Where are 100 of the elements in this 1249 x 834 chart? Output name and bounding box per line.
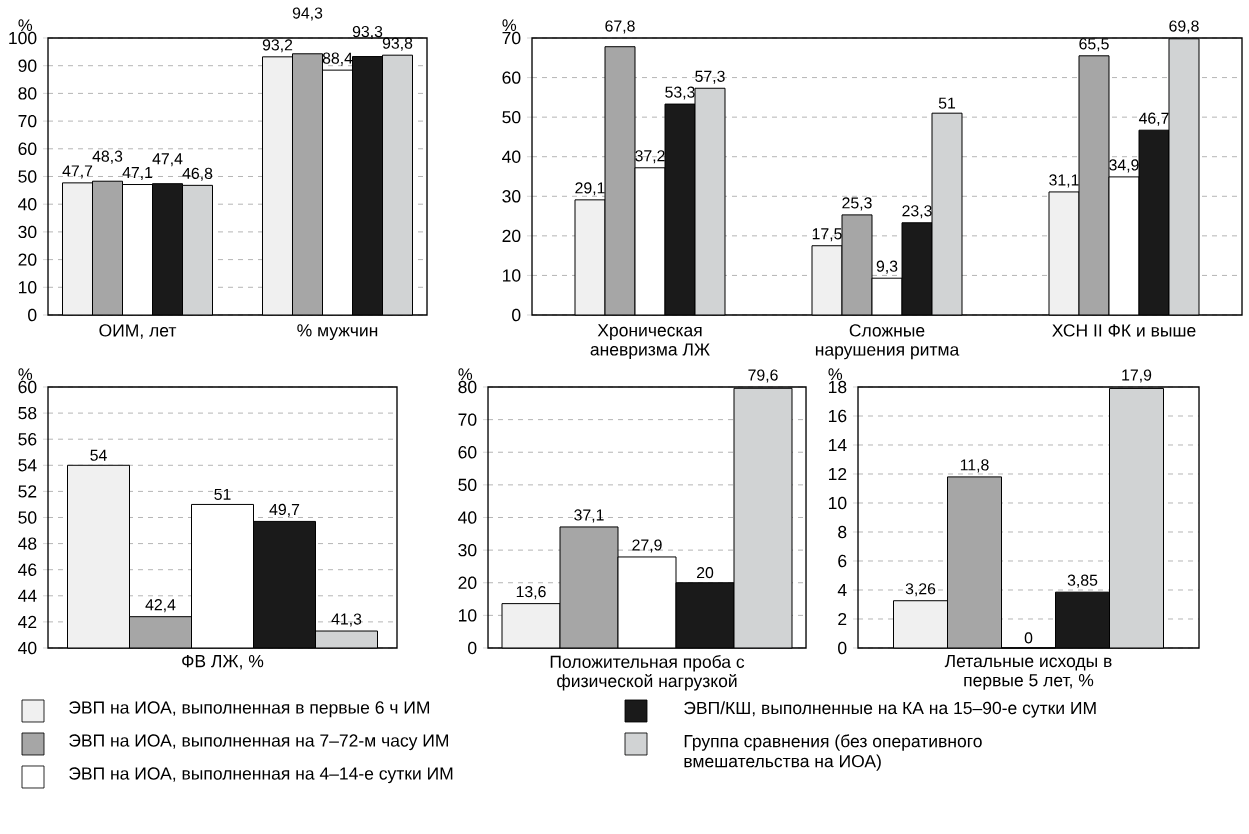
data-label: 47,7: [62, 165, 93, 179]
data-label: 11,8: [960, 459, 989, 473]
y-tick-label: 20: [18, 253, 37, 266]
y-tick-label: 16: [828, 409, 847, 423]
y-tick-label: 40: [458, 511, 477, 524]
data-label: 3,26: [905, 583, 936, 597]
y-tick-label: 18: [828, 380, 847, 394]
data-label: 37,1: [574, 509, 604, 523]
y-tick-label: 0: [468, 641, 477, 655]
data-label: 54: [90, 449, 107, 461]
x-axis-title: ФВ ЛЖ, %: [182, 655, 264, 670]
y-tick-label: 8: [838, 525, 847, 539]
y-tick-label: 70: [458, 413, 477, 426]
y-tick-label: 50: [502, 110, 521, 124]
x-tick-label: ХСН II ФК и выше: [1052, 324, 1196, 337]
y-tick-label: 10: [828, 496, 847, 510]
y-tick-label: 10: [18, 281, 37, 294]
y-tick-label: 40: [18, 641, 37, 655]
x-tick-label: ОИМ, лет: [99, 324, 177, 339]
y-tick-label: 30: [18, 225, 37, 239]
legend-label: ЭВП на ИОА, выполненная в первые 6 ч ИМ: [69, 701, 430, 718]
data-label: 20: [696, 567, 714, 579]
data-label: 37,2: [635, 150, 665, 164]
y-tick-label: 58: [18, 406, 37, 420]
data-label: 65,5: [1079, 38, 1109, 52]
y-axis-title: %: [18, 368, 33, 380]
data-label: 17,5: [812, 228, 842, 242]
data-label: 49,7: [269, 503, 300, 517]
data-label: 23,3: [902, 205, 932, 219]
y-axis-title: %: [828, 368, 843, 380]
x-axis-title: Летальные исходы в первые 5 лет, %: [944, 655, 1112, 690]
y-tick-label: 10: [458, 609, 477, 622]
y-tick-label: 48: [18, 537, 37, 550]
legend-label: ЭВП на ИОА, выполненная на 7–72-м часу ИМ: [69, 734, 448, 751]
y-tick-label: 56: [18, 433, 37, 446]
data-label: 42,4: [145, 599, 176, 613]
data-label: 25,3: [842, 197, 872, 211]
y-tick-label: 60: [18, 142, 37, 155]
y-tick-label: 100: [9, 31, 37, 45]
y-tick-label: 44: [18, 589, 37, 602]
y-tick-label: 50: [18, 170, 37, 183]
data-label: 88,4: [322, 52, 353, 66]
data-label: 51: [214, 488, 231, 500]
data-label: 13,6: [516, 586, 546, 600]
y-axis-title: %: [18, 19, 33, 31]
legend-label: Группа сравнения (без оперативного вмешательства на ИОА): [684, 734, 982, 771]
y-tick-label: 60: [18, 380, 37, 394]
y-tick-label: 0: [838, 641, 847, 655]
data-label: 48,3: [92, 150, 123, 164]
data-label: 47,4: [152, 153, 183, 167]
y-tick-label: 70: [502, 31, 521, 45]
y-tick-label: 12: [828, 467, 847, 481]
x-tick-label: Сложные нарушения ритма: [815, 324, 960, 360]
data-label: 51: [938, 97, 956, 109]
y-tick-label: 50: [18, 511, 37, 524]
data-label: 9,3: [876, 260, 898, 274]
y-tick-label: 20: [502, 229, 521, 243]
data-label: 46,7: [1138, 112, 1169, 126]
data-label: 93,2: [262, 39, 293, 53]
data-label: 17,9: [1122, 369, 1152, 383]
y-tick-label: 30: [458, 543, 477, 557]
y-tick-label: 40: [18, 198, 37, 211]
y-tick-label: 10: [502, 269, 521, 282]
y-tick-label: 54: [18, 459, 37, 472]
y-tick-label: 20: [458, 576, 477, 589]
y-tick-label: 42: [18, 615, 37, 628]
data-label: 79,6: [748, 369, 778, 383]
y-tick-label: 90: [18, 59, 37, 72]
data-label: 29,1: [575, 182, 605, 196]
y-axis-title: %: [502, 19, 517, 31]
y-tick-label: 60: [458, 446, 477, 459]
y-tick-label: 50: [458, 478, 477, 492]
legend-label: ЭВП/КШ, выполненные на КА на 15–90-е сутки ИМ: [684, 701, 1096, 718]
y-tick-label: 80: [458, 380, 477, 394]
x-axis-title: Положительная проба с физической нагрузкой: [550, 654, 745, 691]
y-tick-label: 46: [18, 563, 37, 576]
data-label: 34,9: [1109, 159, 1139, 173]
legend-label: ЭВП на ИОА, выполненная на 4–14-е сутки ИМ: [69, 767, 453, 784]
y-tick-label: 14: [828, 438, 847, 452]
data-label: 47,1: [122, 167, 153, 181]
data-label: 57,3: [695, 70, 725, 84]
y-tick-label: 2: [838, 612, 847, 626]
data-label: 31,1: [1049, 174, 1079, 188]
y-tick-label: 4: [837, 583, 847, 597]
data-label: 94,3: [292, 7, 323, 21]
data-label: 93,8: [382, 37, 413, 51]
data-label: 67,8: [605, 20, 635, 34]
y-tick-label: 52: [18, 485, 37, 498]
y-tick-label: 60: [502, 71, 521, 84]
data-label: 53,3: [665, 86, 695, 100]
data-label: 41,3: [331, 613, 362, 627]
y-tick-label: 30: [502, 190, 521, 203]
x-tick-label: Хроническая аневризма ЛЖ: [590, 324, 710, 360]
y-axis-title: %: [458, 368, 473, 381]
data-label: 93,3: [352, 25, 383, 40]
data-label: 46,8: [182, 167, 213, 181]
data-label: 27,9: [632, 539, 662, 553]
x-tick-label: % мужчин: [297, 324, 378, 340]
data-label: 0: [1024, 632, 1033, 644]
data-label: 69,8: [1169, 20, 1199, 34]
